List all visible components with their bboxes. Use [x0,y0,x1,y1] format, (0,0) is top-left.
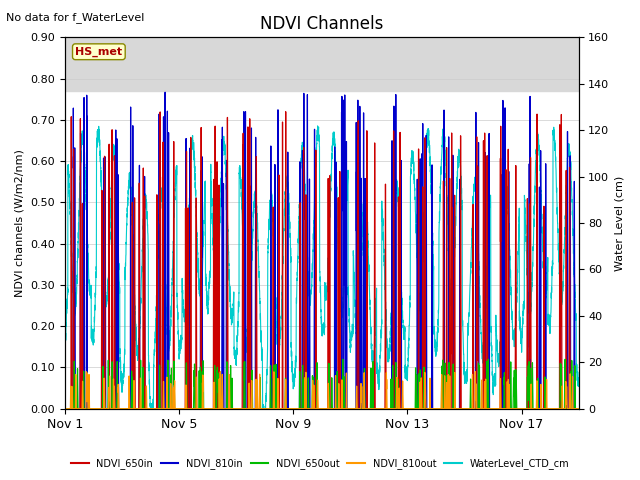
Y-axis label: NDVI channels (W/m2/nm): NDVI channels (W/m2/nm) [15,149,25,297]
Legend: NDVI_650in, NDVI_810in, NDVI_650out, NDVI_810out, WaterLevel_CTD_cm: NDVI_650in, NDVI_810in, NDVI_650out, NDV… [67,454,573,473]
Text: No data for f_WaterLevel: No data for f_WaterLevel [6,12,145,23]
Y-axis label: Water Level (cm): Water Level (cm) [615,175,625,271]
Bar [65,35,579,91]
Text: HS_met: HS_met [76,47,122,57]
Title: NDVI Channels: NDVI Channels [260,15,383,33]
